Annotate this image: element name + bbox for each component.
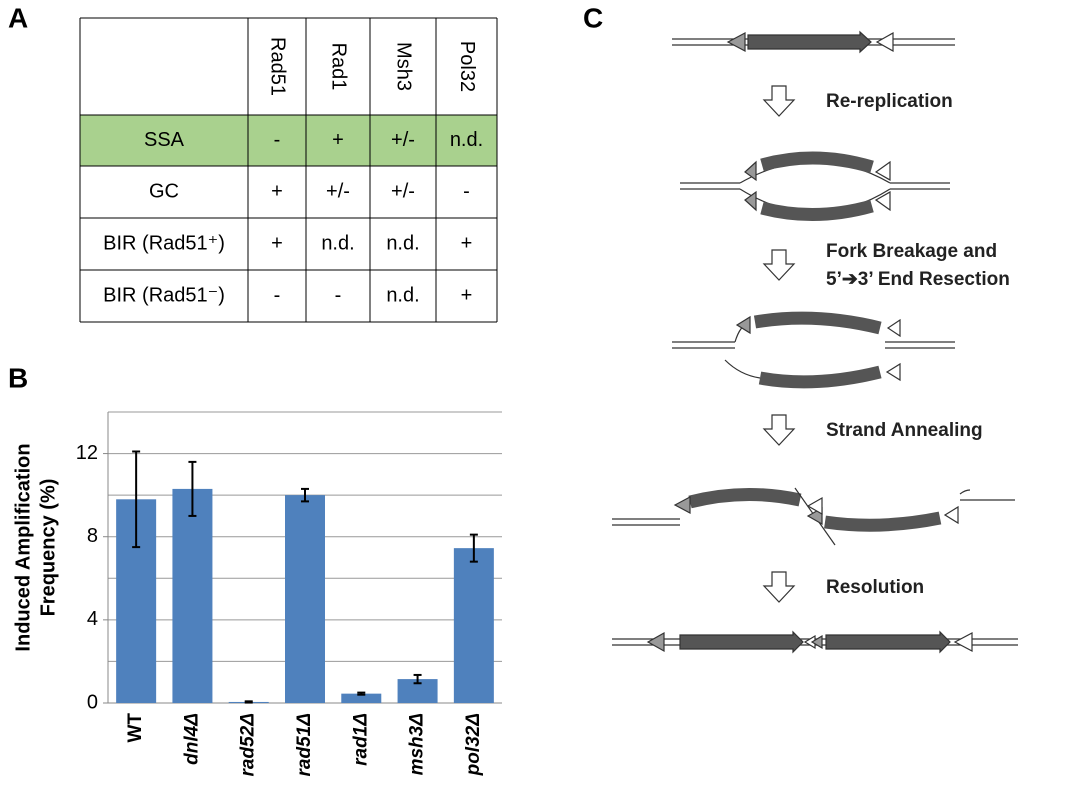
x-tick-label: msh3Δ	[407, 713, 428, 775]
x-tick-label: pol32Δ	[463, 713, 484, 776]
bar	[172, 488, 213, 703]
y-tick-label: 0	[87, 691, 98, 713]
panel-label: C	[583, 2, 603, 33]
step-label: Resolution	[826, 577, 924, 598]
error-bar	[132, 450, 141, 549]
table-cell: -	[274, 129, 281, 151]
diagram-shapes	[612, 30, 1018, 654]
x-tick-label: rad1Δ	[350, 713, 371, 766]
error-bar	[357, 691, 366, 696]
table-cell: n.d.	[386, 284, 419, 306]
y-tick-label: 8	[87, 525, 98, 547]
error-bar	[244, 700, 253, 704]
y-tick-label: 12	[76, 442, 98, 464]
row-header: BIR (Rad51⁺)	[103, 232, 225, 254]
bar	[397, 679, 438, 703]
column-header: Pol32	[456, 41, 478, 92]
y-tick-label: 4	[87, 608, 98, 630]
table-cell: +	[271, 232, 283, 254]
table-cell: +/-	[391, 129, 415, 151]
bar	[341, 693, 382, 703]
column-header: Msh3	[393, 42, 415, 91]
error-bar	[188, 460, 197, 517]
table-cell: +	[332, 129, 344, 151]
step-label: 5’➔3’ End Resection	[826, 269, 1010, 290]
error-bar	[413, 673, 422, 685]
table-cell: -	[335, 284, 342, 306]
row-highlight	[80, 115, 497, 166]
row-header: GC	[149, 180, 179, 202]
bar	[453, 548, 494, 703]
panel-label: B	[8, 362, 28, 393]
y-axis-label: Induced Amplification	[12, 443, 34, 651]
table-cell: n.d.	[386, 232, 419, 254]
row-header: SSA	[144, 129, 185, 151]
table-cell: n.d.	[450, 129, 483, 151]
x-tick-label: rad51Δ	[294, 713, 315, 776]
table-cell: +	[461, 284, 473, 306]
table-cell: n.d.	[321, 232, 354, 254]
error-bar	[301, 487, 309, 503]
table-cell: +	[271, 180, 283, 202]
column-header: Rad51	[267, 37, 289, 96]
step-label: Fork Breakage and	[826, 241, 997, 262]
table-cell: -	[463, 180, 470, 202]
x-tick-label: dnl4Δ	[181, 713, 202, 765]
column-header: Rad1	[328, 43, 350, 91]
step-arrow	[762, 571, 796, 603]
table-cell: +/-	[326, 180, 350, 202]
panel-label: A	[8, 2, 28, 33]
row-header: BIR (Rad51⁻)	[103, 284, 225, 306]
step-arrow	[762, 414, 796, 446]
table-cell: -	[274, 284, 281, 306]
error-bar	[469, 533, 478, 563]
step-arrow	[762, 249, 796, 281]
x-tick-label: rad52Δ	[238, 713, 259, 776]
x-tick-label: WT	[125, 713, 146, 743]
table-cell: +	[461, 232, 473, 254]
bar	[285, 495, 325, 703]
step-arrow	[762, 85, 796, 117]
y-axis-label: Frequency (%)	[37, 479, 59, 617]
step-label: Re-replication	[826, 91, 953, 112]
step-label: Strand Annealing	[826, 420, 983, 441]
table-cell: +/-	[391, 180, 415, 202]
